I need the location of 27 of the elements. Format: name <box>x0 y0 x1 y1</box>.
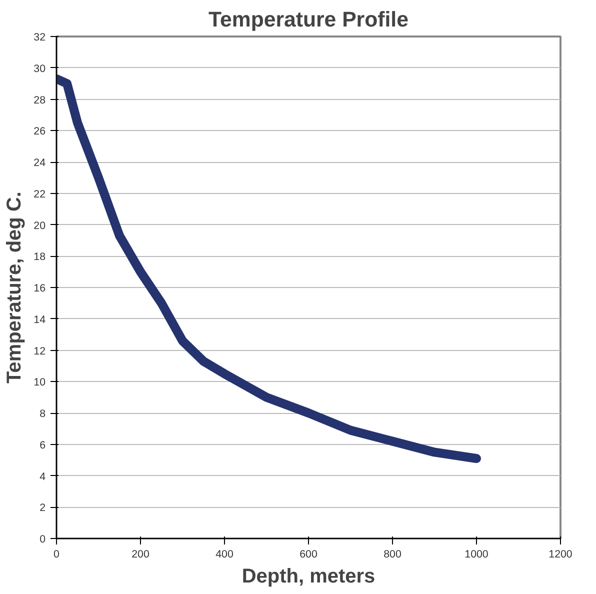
x-tick-label: 0 <box>54 548 60 560</box>
y-tick-label: 30 <box>34 62 46 75</box>
x-tick-label: 600 <box>300 548 318 560</box>
y-tick-label: 20 <box>34 220 46 232</box>
x-tick-label: 1000 <box>464 548 488 560</box>
y-tick-label: 8 <box>40 408 46 420</box>
y-tick-label: 26 <box>34 126 46 138</box>
x-tick-label: 400 <box>216 548 234 560</box>
y-tick-label: 16 <box>34 282 46 294</box>
y-axis-title: Temperature, deg C. <box>4 192 26 384</box>
y-tick-label: 32 <box>34 32 46 44</box>
y-tick-label: 4 <box>40 470 46 483</box>
y-tick-label: 28 <box>34 94 46 106</box>
y-tick-label: 2 <box>40 502 46 514</box>
y-tick-label: 12 <box>34 345 46 358</box>
y-tick-label: 18 <box>34 251 46 264</box>
x-axis-title: Depth, meters <box>242 566 376 588</box>
x-tick-label: 1200 <box>548 548 572 560</box>
y-tick-label: 0 <box>40 534 46 546</box>
y-tick-label: 24 <box>34 157 46 169</box>
y-tick-label: 14 <box>34 314 46 326</box>
y-tick-label: 10 <box>34 376 46 389</box>
y-tick-label: 22 <box>34 188 46 200</box>
y-tick-label: 6 <box>40 439 46 452</box>
x-tick-label: 800 <box>384 548 402 560</box>
x-tick-label: 200 <box>132 548 150 560</box>
chart-title: Temperature Profile <box>208 8 409 32</box>
